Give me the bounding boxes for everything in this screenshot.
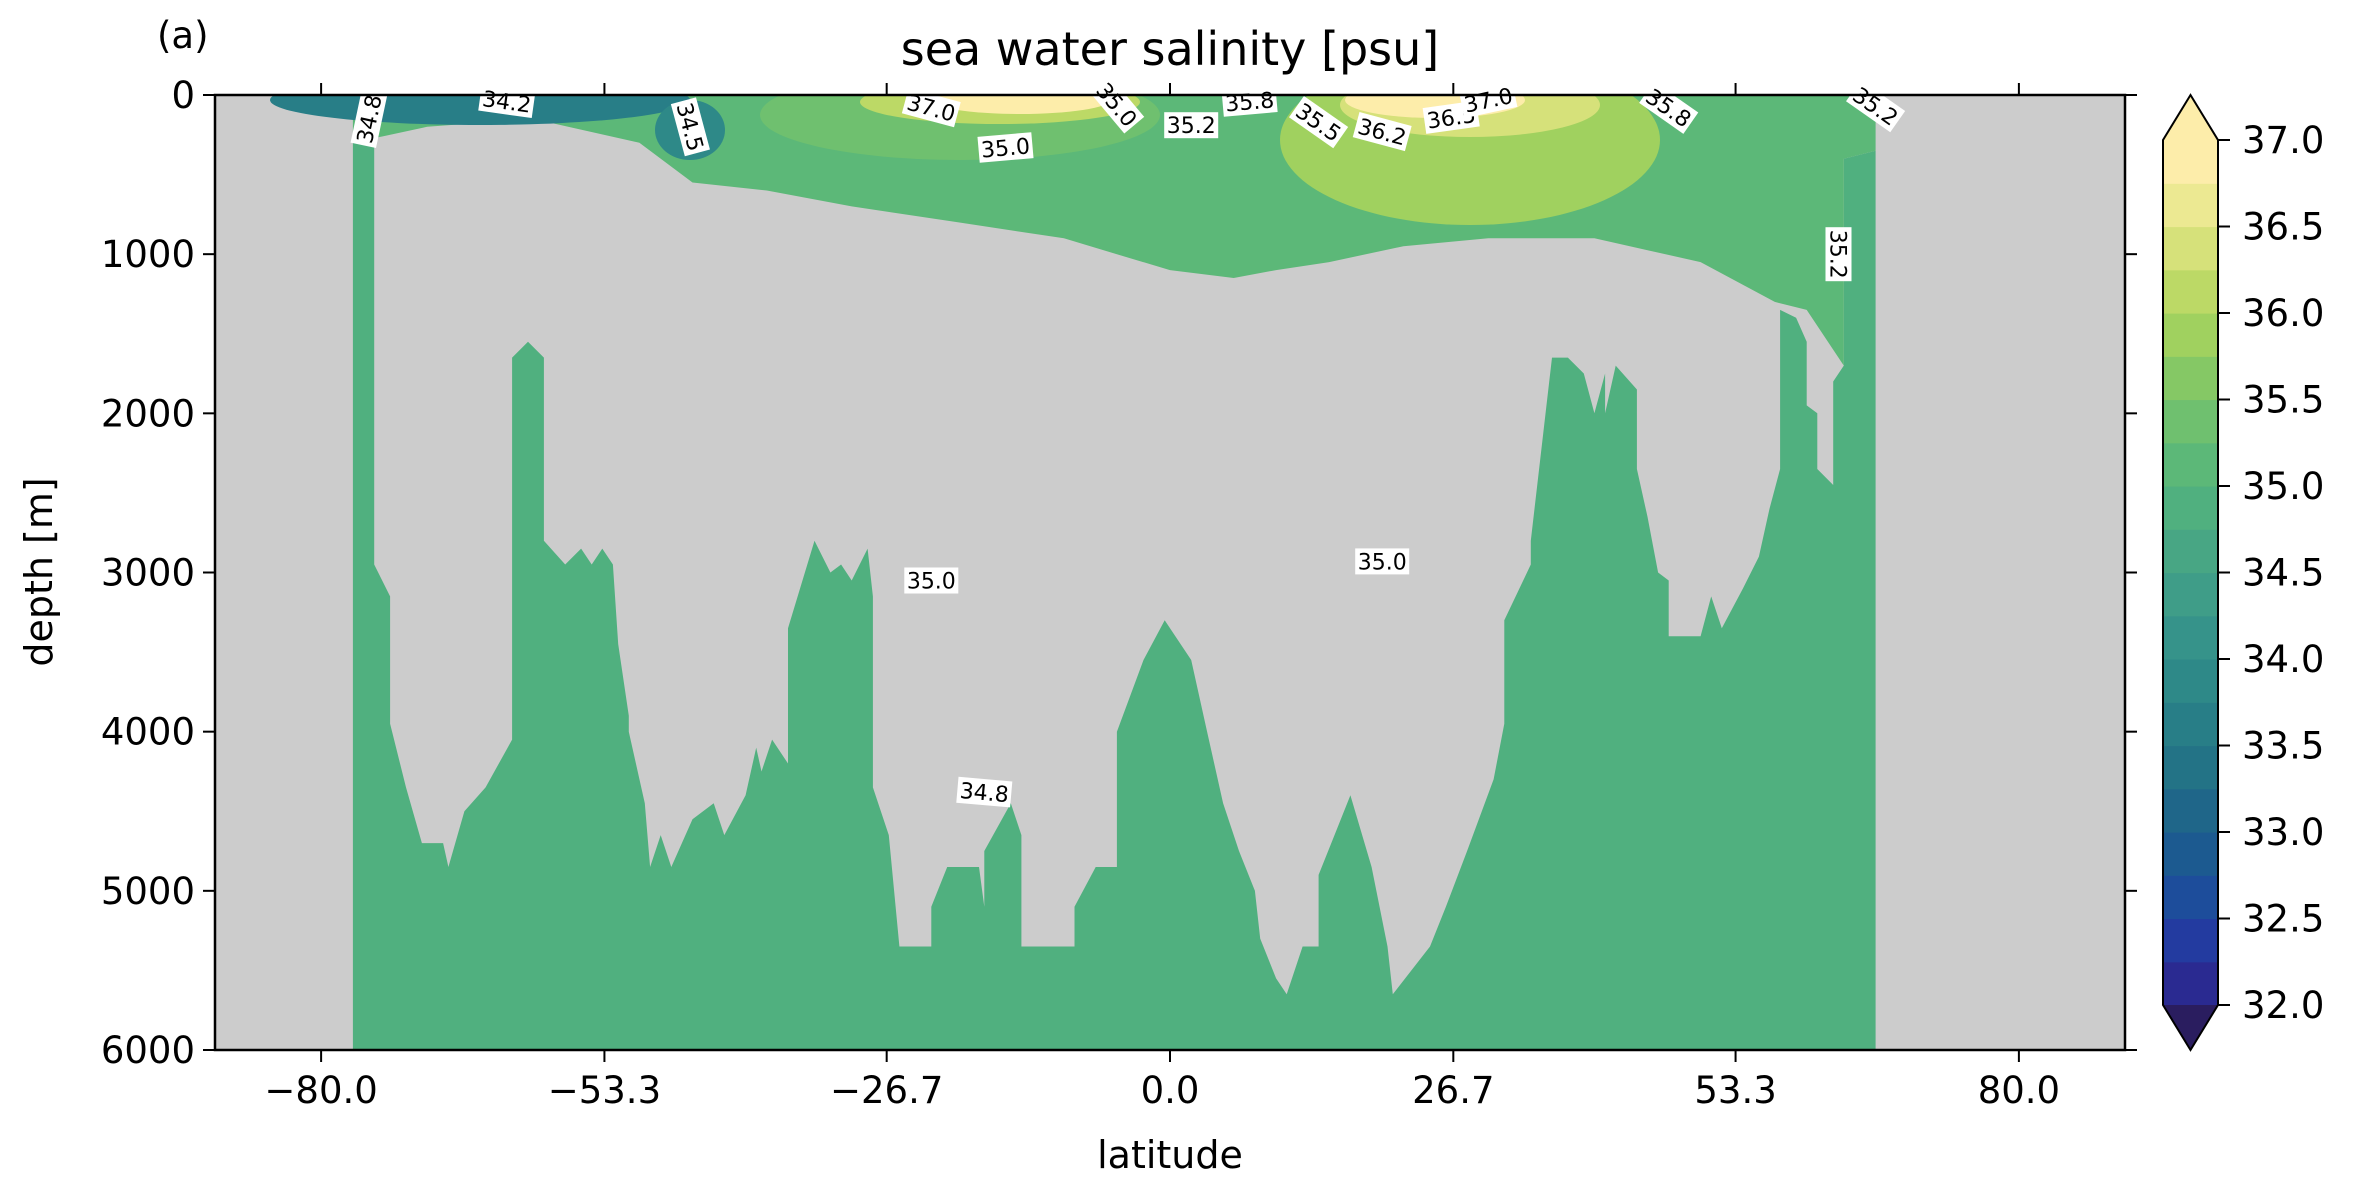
colorbar-bin — [2163, 875, 2218, 920]
x-tick-label: 80.0 — [1978, 1069, 2060, 1112]
contour-label-16: 35.0 — [1355, 548, 1410, 575]
colorbar-tick-label: 36.0 — [2242, 292, 2324, 335]
contour-label-0: 34.8 — [350, 89, 388, 149]
colorbar-bin — [2163, 832, 2218, 876]
south-max-core — [930, 95, 1110, 114]
colorbar-tick-label: 36.5 — [2242, 206, 2324, 249]
salinity-region-0 — [352, 142, 1876, 1050]
contour-label-7: 35.8 — [1221, 86, 1278, 117]
colorbar-tick-label: 35.5 — [2242, 379, 2324, 422]
colorbar-bin — [2163, 745, 2218, 790]
contour-label-text: 35.2 — [1825, 230, 1850, 279]
contour-label-text: 35.2 — [1167, 114, 1216, 139]
y-tick-label: 0 — [171, 74, 195, 117]
y-axis-label: depth [m] — [17, 477, 61, 666]
y-tick-label: 5000 — [101, 870, 195, 913]
colorbar-bin — [2163, 226, 2218, 271]
colorbar-bin — [2163, 572, 2218, 617]
colorbar-tick-label: 32.0 — [2242, 984, 2324, 1027]
colorbar-tick-label: 34.5 — [2242, 552, 2324, 595]
colorbar-tick-label: 37.0 — [2242, 119, 2324, 162]
colorbar: 32.0 32.5 33.0 33.5 34.0 34.5 35.0 35.5 36.0 36.5… — [2162, 93, 2324, 1052]
y-tick-label: 4000 — [101, 711, 195, 754]
colorbar-extend-high — [2163, 95, 2218, 140]
colorbar-extend-low — [2163, 1005, 2218, 1050]
colorbar-bin — [2163, 313, 2218, 357]
colorbar-bin — [2163, 269, 2218, 314]
x-axis: −80.0 −53.3 −26.7 0.0 26.7 53.3 80.0 — [264, 83, 2060, 1112]
contour-label-14: 35.2 — [1825, 227, 1852, 282]
contour-label-4: 35.0 — [977, 132, 1034, 164]
contour-label-text: 35.8 — [1224, 88, 1275, 117]
colorbar-bin — [2163, 788, 2218, 833]
y-tick-label: 6000 — [101, 1029, 195, 1072]
colorbar-bin — [2163, 702, 2218, 747]
colorbar-tick-label: 35.0 — [2242, 465, 2324, 508]
panel-label: (a) — [157, 14, 209, 57]
y-tick-label: 3000 — [101, 552, 195, 595]
colorbar-bin — [2163, 399, 2218, 444]
x-axis-label: latitude — [1097, 1133, 1243, 1177]
x-tick-label: 26.7 — [1412, 1069, 1494, 1112]
contour-label-1: 34.2 — [478, 84, 536, 119]
contour-label-text: 34.8 — [959, 779, 1010, 808]
contour-label-6: 35.2 — [1164, 112, 1219, 139]
contour-label-text: 35.0 — [980, 134, 1031, 163]
colorbar-bin — [2163, 529, 2218, 574]
colorbar-bin — [2163, 615, 2218, 660]
colorbar-tick-label: 34.0 — [2242, 638, 2324, 681]
colorbar-bin — [2163, 356, 2218, 401]
colorbar-bin — [2163, 183, 2218, 228]
x-tick-label: −80.0 — [264, 1069, 377, 1112]
colorbar-bin — [2163, 486, 2218, 530]
colorbar-bin — [2163, 961, 2218, 1006]
colorbar-bin — [2163, 140, 2218, 184]
y-axis: 0 1000 2000 3000 4000 5000 6000 — [101, 74, 2137, 1072]
chart-title: sea water salinity [psu] — [901, 22, 1440, 76]
x-tick-label: 53.3 — [1694, 1069, 1776, 1112]
contour-label-text: 35.0 — [907, 570, 956, 595]
y-tick-label: 1000 — [101, 233, 195, 276]
colorbar-bin — [2163, 918, 2218, 963]
colorbar-tick-label: 33.5 — [2242, 725, 2324, 768]
x-tick-label: 0.0 — [1141, 1069, 1200, 1112]
contour-label-text: 35.0 — [1358, 550, 1407, 575]
x-tick-label: −53.3 — [548, 1069, 661, 1112]
contour-label-17: 34.8 — [956, 776, 1013, 808]
colorbar-bin — [2163, 442, 2218, 487]
y-tick-label: 2000 — [101, 392, 195, 435]
x-tick-label: −26.7 — [830, 1069, 943, 1112]
colorbar-bin — [2163, 659, 2218, 703]
contour-labels: 34.8 34.2 34.5 37.035.035.0 35.235.8 35.5 36.2… — [350, 75, 1906, 808]
contour-label-15: 35.0 — [904, 567, 959, 595]
colorbar-tick-label: 33.0 — [2242, 811, 2324, 854]
colorbar-tick-label: 32.5 — [2242, 898, 2324, 941]
